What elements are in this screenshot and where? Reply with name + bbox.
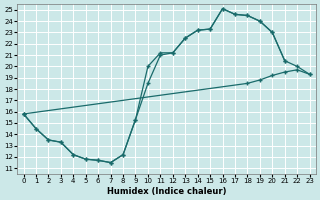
X-axis label: Humidex (Indice chaleur): Humidex (Indice chaleur) [107, 187, 226, 196]
